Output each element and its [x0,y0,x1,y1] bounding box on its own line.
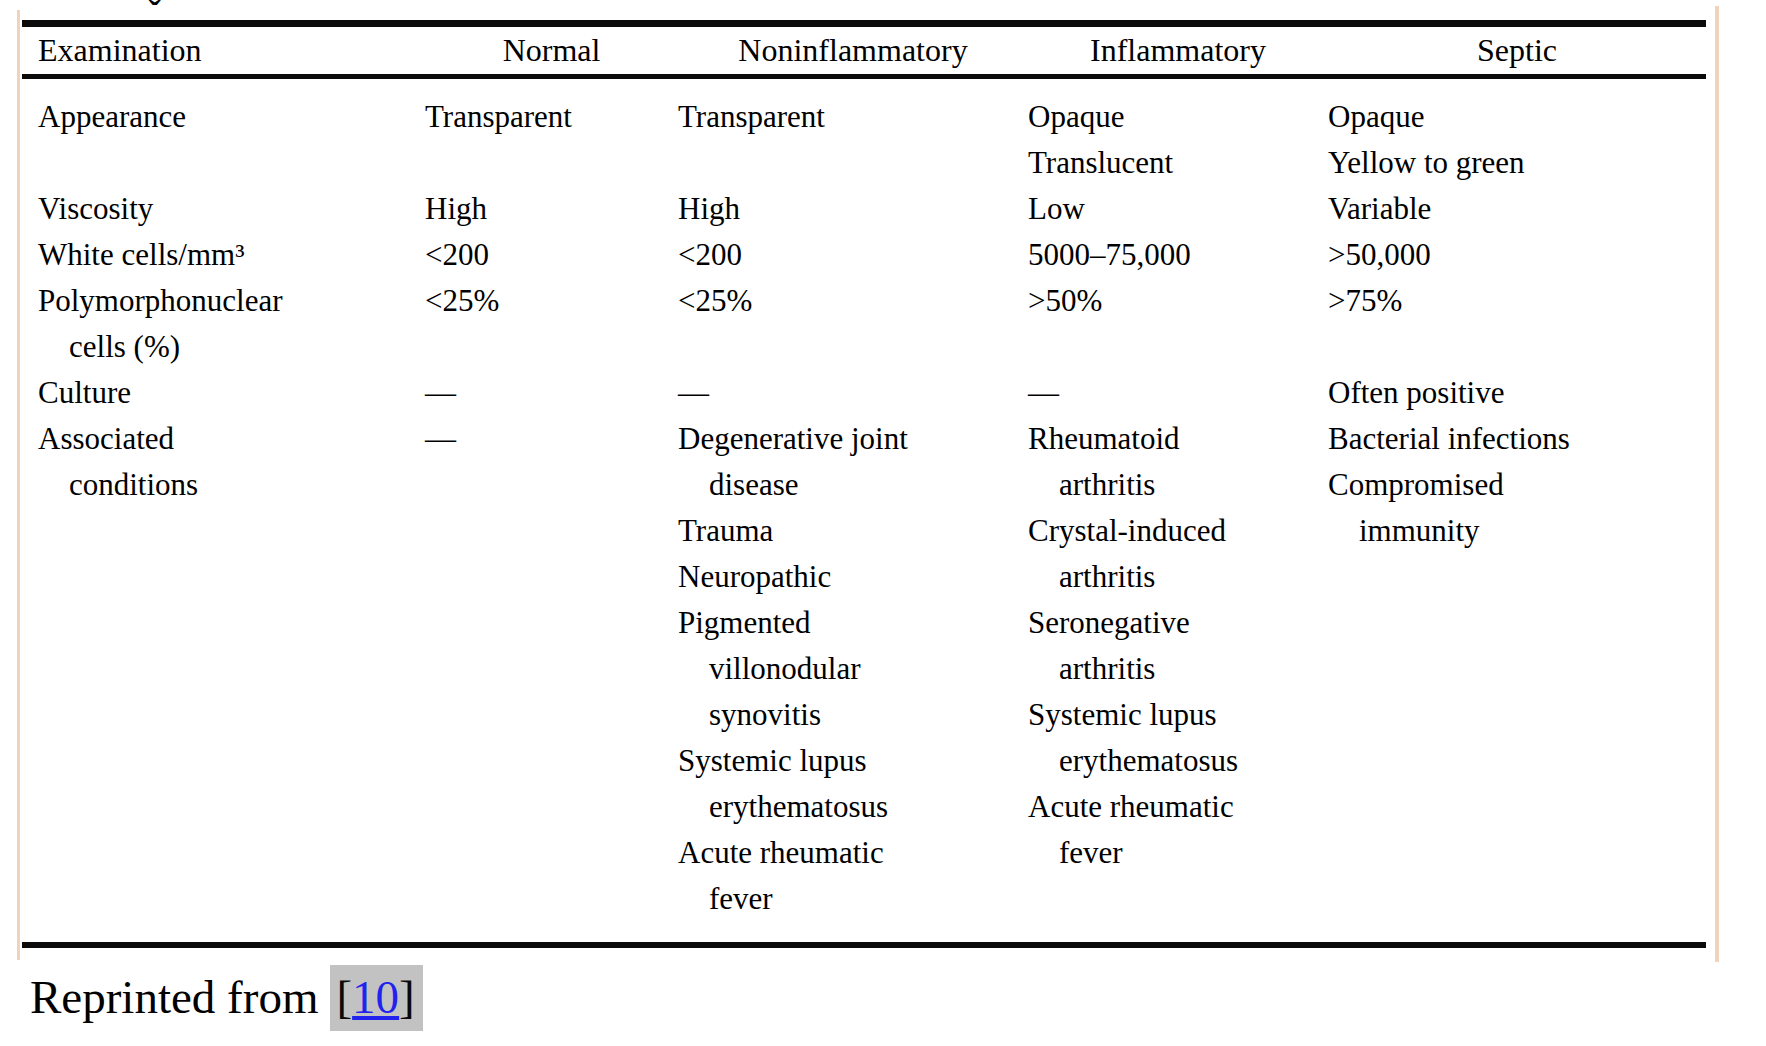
table-cell: Transparent [425,94,678,140]
row-label: Polymorphonuclear cells (%) [22,278,425,370]
synovial-fluid-table: Examination Normal Noninflammatory Infla… [22,20,1706,948]
table-cell: Opaque Yellow to green [1328,94,1706,186]
table-cell: Variable [1328,186,1706,232]
table-cell: High [425,186,678,232]
column-header-inflammatory: Inflammatory [1028,32,1328,69]
row-label: Appearance [22,94,425,140]
table-cell: <25% [425,278,678,324]
table-cell: — [425,416,678,462]
table-row-culture: Culture — — — Often positive [22,370,1706,416]
column-header-noninflammatory: Noninflammatory [678,32,1028,69]
table-cell: — [1028,370,1328,416]
table-row-polymorphonuclear: Polymorphonuclear cells (%) <25% <25% >5… [22,278,1706,370]
table-cell: <200 [678,232,1028,278]
table-cell: >50% [1028,278,1328,324]
row-label: White cells/mm³ [22,232,425,278]
row-label: Culture [22,370,425,416]
citation-bracket-open: [ [336,971,352,1023]
table-row-viscosity: Viscosity High High Low Variable [22,186,1706,232]
table-cell: <200 [425,232,678,278]
column-header-septic: Septic [1328,32,1706,69]
citation-link[interactable]: 10 [352,971,399,1023]
table-cell: 5000–75,000 [1028,232,1328,278]
table-cell: Often positive [1328,370,1706,416]
column-header-examination: Examination [22,32,425,69]
table-row-white-cells: White cells/mm³ <200 <200 5000–75,000 >5… [22,232,1706,278]
table-cell: Transparent [678,94,1028,140]
table-cell: High [678,186,1028,232]
row-label: Viscosity [22,186,425,232]
source-note: Reprinted from[10] [30,962,423,1032]
table-header-row: Examination Normal Noninflammatory Infla… [22,27,1706,79]
citation-highlight: [10] [330,965,422,1031]
table-cell: <25% [678,278,1028,324]
table-cell: Low [1028,186,1328,232]
table-cell: Degenerative joint disease Trauma Neurop… [678,416,1028,922]
page-edge-line-left [17,10,20,960]
citation-bracket-close: ] [399,971,415,1023]
table-cell: >50,000 [1328,232,1706,278]
table-cell: Opaque Translucent [1028,94,1328,186]
page-edge-line-right [1715,6,1719,962]
table-cell: Bacterial infections Compromised immunit… [1328,416,1706,554]
source-note-text: Reprinted from [30,971,318,1023]
table-row-appearance: Appearance Transparent Transparent Opaqu… [22,94,1706,186]
table-cell: — [678,370,1028,416]
document-page: ˇ Examination Normal Noninflammatory Inf… [0,0,1766,1046]
table-row-associated-conditions: Associated conditions — Degenerative joi… [22,416,1706,922]
table-cell: >75% [1328,278,1706,324]
column-header-normal: Normal [425,32,678,69]
table-cell: Rheumatoid arthritis Crystal-induced art… [1028,416,1328,876]
table-cell: — [425,370,678,416]
row-label: Associated conditions [22,416,425,508]
table-body: Appearance Transparent Transparent Opaqu… [22,79,1706,948]
